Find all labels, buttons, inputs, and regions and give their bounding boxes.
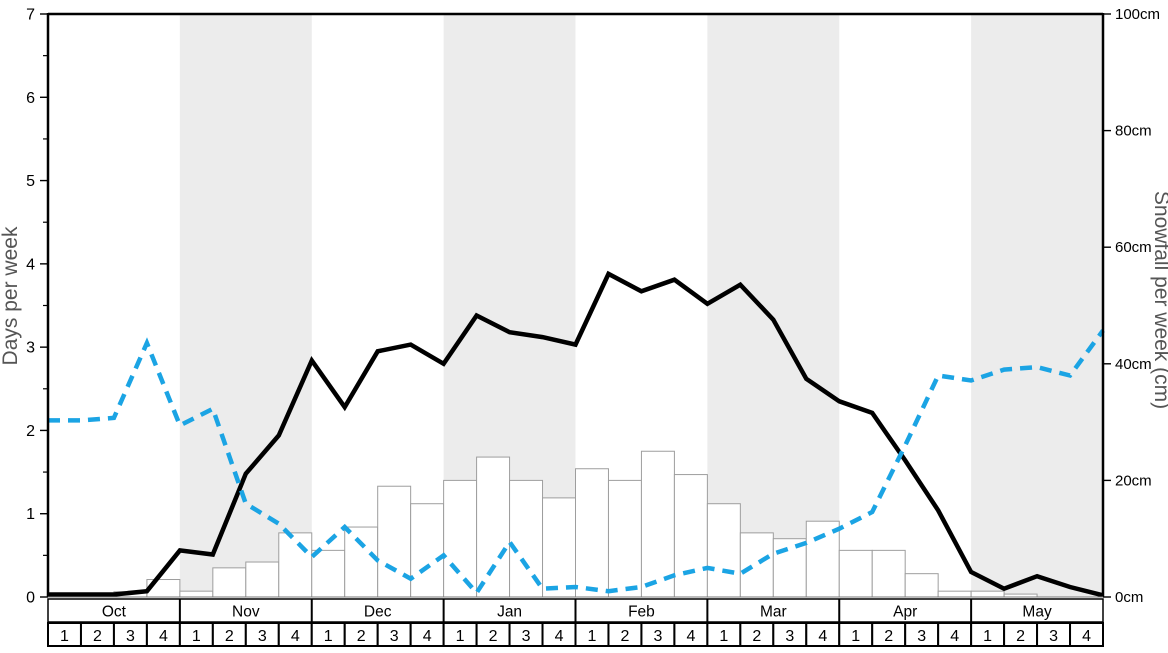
week-number-label: 1 (60, 628, 69, 645)
week-number-label: 2 (752, 628, 761, 645)
snowfall-bar (278, 532, 313, 598)
week-number-label: 4 (555, 628, 564, 645)
month-label: Oct (102, 604, 127, 621)
week-number-label: 4 (818, 628, 827, 645)
left-axis-tick-label: 2 (26, 423, 35, 440)
week-number-label: 1 (192, 628, 201, 645)
week-number-label: 4 (291, 628, 300, 645)
week-number-label: 2 (489, 628, 498, 645)
month-label: Nov (232, 604, 260, 621)
left-axis-tick-label: 3 (26, 340, 35, 357)
week-number-label: 2 (1016, 628, 1025, 645)
week-number-label: 1 (983, 628, 992, 645)
week-number-label: 1 (588, 628, 597, 645)
month-label: May (1022, 604, 1052, 621)
snowfall-bar (706, 503, 741, 598)
month-label: Feb (628, 604, 655, 621)
right-axis-tick-label: 40cm (1115, 356, 1152, 373)
week-number-label: 4 (159, 628, 168, 645)
left-axis-tick-label: 5 (26, 173, 35, 190)
snowfall-bar (344, 526, 379, 598)
snowfall-bar (476, 456, 511, 598)
snowfall-bar (212, 567, 247, 598)
week-number-label: 3 (126, 628, 135, 645)
week-number-label: 2 (357, 628, 366, 645)
week-number-label: 3 (1049, 628, 1058, 645)
week-number-label: 2 (225, 628, 234, 645)
snowfall-bar (311, 549, 346, 598)
month-shade-band (971, 14, 1103, 597)
snowfall-bar (179, 590, 214, 598)
snowfall-bar (575, 468, 609, 598)
right-axis-tick-label: 60cm (1115, 239, 1152, 256)
days-per-week-blue-dashed (48, 329, 1105, 597)
week-number-label: 4 (950, 628, 959, 645)
week-number-label: 1 (456, 628, 465, 645)
month-shade-band (179, 14, 312, 597)
week-number-label: 3 (785, 628, 794, 645)
snowfall-bar (607, 479, 642, 598)
left-axis-tick-label: 1 (26, 506, 35, 523)
week-number-label: 3 (917, 628, 926, 645)
month-label: Dec (364, 604, 392, 621)
snowfall-bar (673, 474, 708, 598)
week-number-label: 1 (719, 628, 728, 645)
snowfall-bar (245, 561, 280, 598)
week-number-label: 4 (686, 628, 695, 645)
week-number-label: 3 (522, 628, 531, 645)
snowfall-bar (640, 450, 675, 598)
month-label: Jan (497, 604, 522, 621)
week-number-label: 2 (621, 628, 630, 645)
week-number-label: 4 (1082, 628, 1091, 645)
week-number-label: 2 (884, 628, 893, 645)
left-axis-title: Days per week (0, 226, 22, 365)
snowfall-bar (904, 573, 939, 598)
left-axis-tick-label: 7 (26, 7, 35, 24)
left-axis-tick-label: 0 (26, 590, 35, 607)
right-axis-tick-label: 100cm (1115, 6, 1160, 23)
days-per-week-black-solid (48, 270, 1104, 598)
month-shade-band (707, 14, 840, 597)
week-number-label: 3 (258, 628, 267, 645)
snowfall-bar (772, 538, 807, 598)
week-number-label: 1 (324, 628, 333, 645)
week-cell (1069, 622, 1104, 647)
right-axis-title: Snowfall per week (cm) (1150, 191, 1168, 409)
right-axis-tick-label: 80cm (1115, 123, 1152, 140)
week-number-label: 3 (390, 628, 399, 645)
month-label: Apr (893, 604, 917, 621)
snowfall-bar (739, 532, 774, 598)
left-axis-tick-label: 6 (26, 90, 35, 107)
left-axis-tick-label: 4 (26, 256, 35, 273)
week-number-label: 4 (423, 628, 432, 645)
snowfall-bar (443, 479, 478, 598)
month-label: Mar (760, 604, 787, 621)
snowfall-bar (970, 590, 1005, 598)
week-number-label: 3 (653, 628, 662, 645)
snowfall-bar (937, 590, 972, 598)
snowfall-bar (871, 549, 906, 598)
snowfall-bar (542, 497, 576, 598)
snowfall-bar (410, 503, 445, 598)
snowfall-bar (838, 549, 873, 598)
week-number-label: 2 (93, 628, 102, 645)
week-number-label: 1 (851, 628, 860, 645)
snowfall-bar (377, 485, 412, 598)
right-axis-tick-label: 0cm (1115, 589, 1143, 606)
right-axis-tick-label: 20cm (1115, 472, 1152, 489)
